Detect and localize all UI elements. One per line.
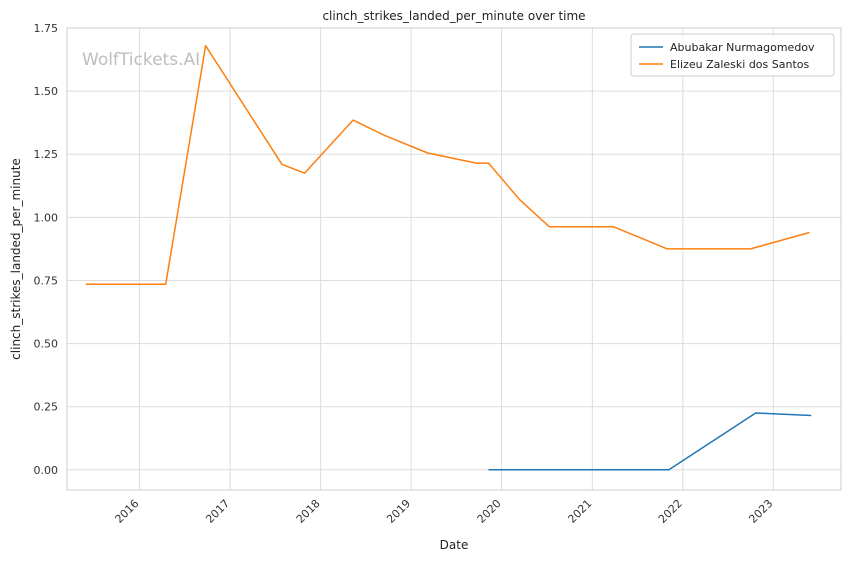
x-tick-label: 2018 (294, 497, 323, 526)
chart-title: clinch_strikes_landed_per_minute over ti… (322, 9, 585, 23)
y-tick-label: 1.00 (34, 211, 59, 224)
legend-box (630, 33, 835, 77)
y-tick-label: 0.75 (34, 274, 59, 287)
plot-background (67, 28, 841, 490)
data-point-elizeu-zaleski-dos-santos (749, 248, 751, 250)
series-line-elizeu-zaleski-dos-santos (85, 44, 810, 285)
data-point-elizeu-zaleski-dos-santos (666, 248, 668, 250)
legend: Abubakar Nurmagomedov Elizeu Zaleski dos… (630, 33, 835, 77)
plot-frame (66, 27, 842, 491)
data-point-elizeu-zaleski-dos-santos (808, 231, 810, 233)
data-point-elizeu-zaleski-dos-santos (487, 162, 489, 164)
data-point-elizeu-zaleski-dos-santos (612, 225, 614, 227)
y-tick-label: 0.50 (34, 338, 59, 351)
data-point-abubakar-nurmagomedov (810, 414, 812, 416)
y-tick-label: 1.50 (34, 85, 59, 98)
x-tick-label: 2019 (384, 497, 413, 526)
x-tick-label: 2022 (656, 497, 685, 526)
x-tick-label: 2020 (475, 497, 504, 526)
data-point-elizeu-zaleski-dos-santos (281, 163, 283, 165)
x-tick-label: 2023 (746, 497, 775, 526)
series-layer (85, 44, 812, 471)
data-point-elizeu-zaleski-dos-santos (383, 134, 385, 136)
y-tick-label: 1.75 (34, 22, 59, 35)
y-axis-title: clinch_strikes_landed_per_minute (9, 158, 23, 360)
data-point-elizeu-zaleski-dos-santos (204, 44, 206, 46)
data-point-elizeu-zaleski-dos-santos (85, 283, 87, 285)
data-point-elizeu-zaleski-dos-santos (303, 172, 305, 174)
watermark: WolfTickets.AI (82, 50, 200, 70)
data-point-elizeu-zaleski-dos-santos (352, 119, 354, 121)
x-axis-title: Date (440, 538, 469, 552)
legend-label-abubakar-nurmagomedov: Abubakar Nurmagomedov (670, 41, 815, 54)
x-tick-label: 2021 (565, 497, 594, 526)
y-tick-label: 1.25 (34, 148, 59, 161)
y-tick-label: 0.25 (34, 401, 59, 414)
y-tick-label: 0.00 (34, 464, 59, 477)
x-tick-label: 2017 (203, 497, 232, 526)
data-point-elizeu-zaleski-dos-santos (164, 283, 166, 285)
series-line-abubakar-nurmagomedov (488, 412, 812, 471)
data-point-elizeu-zaleski-dos-santos (518, 198, 520, 200)
grid-layer (67, 27, 841, 490)
data-point-elizeu-zaleski-dos-santos (548, 225, 550, 227)
data-point-elizeu-zaleski-dos-santos (427, 152, 429, 154)
data-point-abubakar-nurmagomedov (668, 469, 670, 471)
legend-label-elizeu-zaleski-dos-santos: Elizeu Zaleski dos Santos (670, 58, 810, 71)
data-point-elizeu-zaleski-dos-santos (475, 162, 477, 164)
data-point-abubakar-nurmagomedov (755, 412, 757, 414)
data-point-abubakar-nurmagomedov (487, 469, 489, 471)
x-tick-label: 2016 (113, 497, 142, 526)
